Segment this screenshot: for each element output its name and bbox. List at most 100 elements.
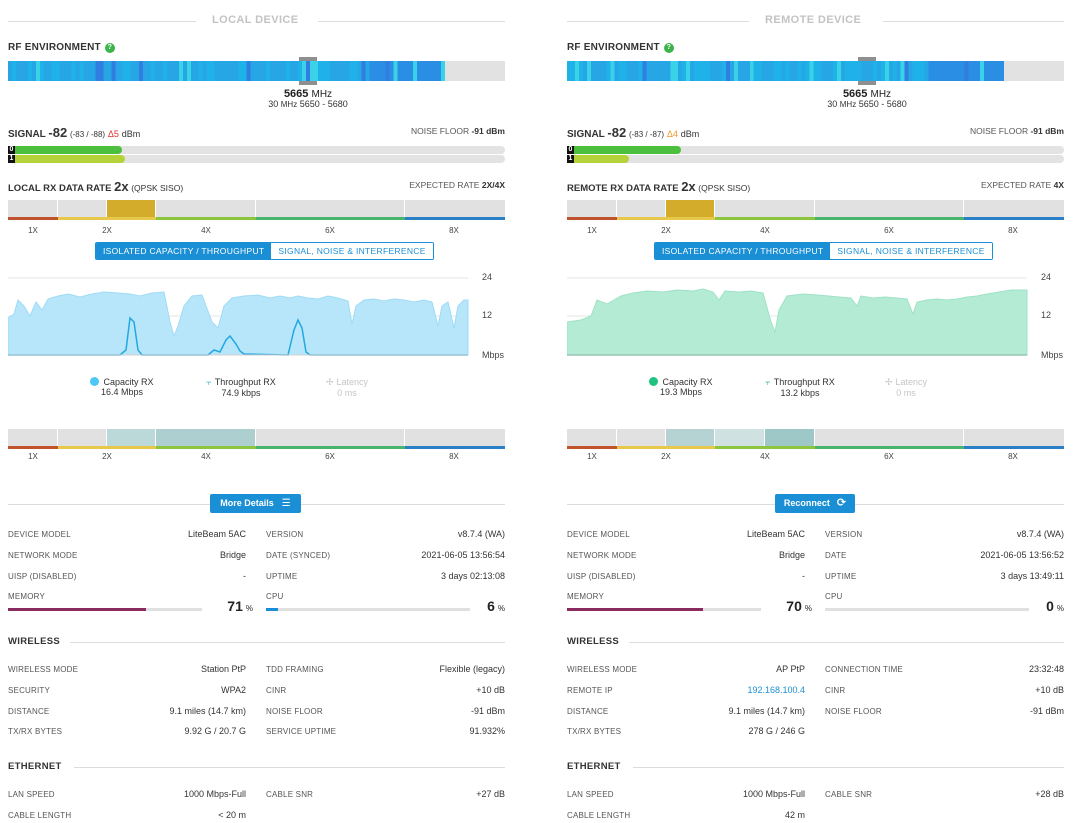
rf-environment-bar[interactable]: [8, 61, 505, 81]
history-tick-8x: 8X: [1008, 452, 1018, 461]
ethernet-section-header: ETHERNET: [8, 761, 505, 773]
legend-throughput-value: 74.9 kbps: [221, 388, 261, 398]
rx-data-rate-value: 2x: [681, 179, 696, 194]
chain0-tag: 0: [8, 146, 15, 154]
help-icon[interactable]: ?: [104, 43, 115, 53]
latency-marker-icon: ✢: [884, 377, 893, 387]
history-tick-4x: 4X: [201, 452, 211, 461]
legend-throughput-rx[interactable]: ⫟ Throughput RX 13.2 kbps: [756, 377, 844, 398]
divider: [8, 504, 210, 505]
memory-pct-sign: %: [245, 604, 253, 613]
rate-seg-2x-a: [58, 200, 107, 217]
signal-unit: dBm: [680, 129, 700, 139]
txrx-bytes-value: 278 G / 246 G: [748, 726, 805, 736]
legend-capacity-name: Capacity RX: [103, 377, 154, 387]
wireless-noise-floor-value: -91 dBm: [1029, 706, 1064, 716]
tab-isolated-capacity[interactable]: ISOLATED CAPACITY / THROUGHPUT: [96, 243, 272, 259]
lan-speed-label: LAN SPEED: [567, 790, 614, 799]
rx-data-rate-label: LOCAL RX DATA RATE: [8, 183, 112, 194]
expected-rate-readout: EXPECTED RATE 2X/4X: [409, 180, 505, 190]
remote-device-panel: REMOTE DEVICE RF ENVIRONMENT? 5665 MHz 3…: [567, 0, 1064, 823]
date-label: DATE: [825, 551, 847, 560]
y-tick-24: 24: [1041, 272, 1052, 282]
rate-tick-8x: 8X: [449, 226, 459, 235]
device-model-label: DEVICE MODEL: [8, 530, 71, 539]
uptime-value: 3 days 13:49:11: [1000, 571, 1064, 581]
rf-environment-bar[interactable]: [567, 61, 1064, 81]
history-seg-4x: [156, 429, 256, 446]
legend-capacity-rx[interactable]: Capacity RX 16.4 Mbps: [82, 377, 162, 397]
help-icon[interactable]: ?: [663, 43, 674, 53]
cinr-value: +10 dB: [476, 685, 505, 695]
divider: [855, 504, 1064, 505]
legend-throughput-rx[interactable]: ⫟ Throughput RX 74.9 kbps: [197, 377, 285, 398]
divider: [8, 21, 196, 22]
local-device-panel: LOCAL DEVICE RF ENVIRONMENT? 5665 MHz 30…: [8, 0, 505, 823]
rate-tick-6x: 6X: [884, 226, 894, 235]
channel-width-value: 30: [268, 99, 279, 109]
version-label: VERSION: [266, 530, 304, 539]
legend-latency[interactable]: ✢ Latency 0 ms: [315, 377, 379, 398]
rate-tick-8x: 8X: [1008, 226, 1018, 235]
tab-isolated-capacity[interactable]: ISOLATED CAPACITY / THROUGHPUT: [655, 243, 831, 259]
chain1-signal-fill: [8, 155, 125, 163]
cable-snr-value: +27 dB: [476, 789, 505, 799]
signal-readout: SIGNAL -82 (-83 / -87) Δ4 dBm: [567, 125, 699, 140]
channel-range: 5650 - 5680: [858, 99, 907, 109]
rate-seg-4x: [715, 200, 815, 217]
tab-signal-noise[interactable]: SIGNAL, NOISE & INTERFERENCE: [830, 243, 992, 259]
channel-marker-bottom: [299, 81, 317, 85]
frequency-unit: MHz: [311, 89, 333, 100]
latency-marker-icon: ✢: [325, 377, 334, 387]
wireless-mode-label: WIRELESS MODE: [8, 665, 79, 674]
history-underline-1x: [8, 446, 58, 449]
legend-latency[interactable]: ✢ Latency 0 ms: [874, 377, 938, 398]
uisp-value: -: [802, 571, 805, 581]
legend-capacity-rx[interactable]: Capacity RX 19.3 Mbps: [641, 377, 721, 397]
memory-label: MEMORY: [567, 592, 605, 601]
signal-value: -82: [48, 125, 68, 140]
remote-ip-link[interactable]: 192.168.100.4: [747, 685, 805, 695]
tab-signal-noise[interactable]: SIGNAL, NOISE & INTERFERENCE: [271, 243, 433, 259]
rf-spectrum-fill: [567, 61, 1004, 81]
remote-device-header: REMOTE DEVICE: [567, 14, 1064, 28]
history-underline-8x: [405, 446, 505, 449]
signal-chains: (-83 / -87): [628, 130, 665, 139]
rx-modulation: (QPSK SISO): [698, 183, 751, 193]
signal-delta: Δ4: [666, 129, 678, 139]
channel-width-readout: 30 MHz 5650 - 5680: [767, 99, 967, 109]
rate-underline-1x: [8, 217, 58, 220]
device-model-label: DEVICE MODEL: [567, 530, 630, 539]
throughput-line: [8, 316, 468, 356]
legend-latency-name: Latency: [895, 377, 928, 387]
network-mode-value: Bridge: [778, 550, 805, 560]
memory-value: 70: [786, 598, 802, 614]
legend-capacity-name: Capacity RX: [662, 377, 713, 387]
rate-seg-8x: [964, 200, 1064, 217]
more-details-label: More Details: [220, 498, 274, 508]
signal-delta: Δ5: [107, 129, 119, 139]
distance-label: DISTANCE: [567, 707, 609, 716]
chain0-signal-fill: [8, 146, 122, 154]
reconnect-label: Reconnect: [783, 498, 830, 508]
more-details-button[interactable]: More Details ☰: [210, 494, 301, 513]
divider: [318, 21, 505, 22]
history-underline-2x: [58, 446, 156, 449]
chain1-signal-track: [567, 155, 1064, 163]
cpu-meter-fill: [266, 608, 278, 611]
y-tick-12: 12: [482, 310, 493, 320]
reconnect-button[interactable]: Reconnect ⟳: [775, 494, 855, 513]
legend-latency-value: 0 ms: [337, 388, 357, 398]
divider: [567, 21, 749, 22]
uisp-label: UISP (DISABLED): [8, 572, 77, 581]
legend-throughput-name: Throughput RX: [214, 377, 276, 387]
memory-meter-fill: [567, 608, 703, 611]
uptime-value: 3 days 02:13:08: [440, 571, 505, 581]
rate-tick-6x: 6X: [325, 226, 335, 235]
rx-data-rate-bar: [8, 200, 505, 220]
uisp-label: UISP (DISABLED): [567, 572, 636, 581]
divider: [629, 642, 1064, 643]
wireless-section-header: WIRELESS: [567, 636, 1064, 648]
history-seg-6x: [256, 429, 405, 446]
chain0-tag: 0: [567, 146, 574, 154]
